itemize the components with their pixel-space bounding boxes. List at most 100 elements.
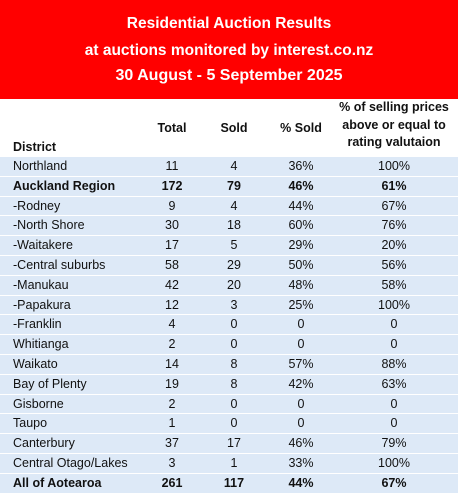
table-row: -North Shore 30 18 60% 76% bbox=[0, 216, 458, 237]
pct-sold-cell: 0 bbox=[297, 416, 305, 431]
table-row-total: All of Aotearoa 261 117 44% 67% bbox=[0, 473, 458, 494]
rating-cell: 0 bbox=[390, 337, 398, 352]
pct-sold-cell: 0 bbox=[297, 337, 305, 352]
sold-cell: 79 bbox=[227, 178, 241, 193]
district-cell: -Manukau bbox=[13, 277, 69, 292]
district-cell: -Rodney bbox=[13, 198, 61, 213]
pct-sold-cell: 48% bbox=[288, 277, 314, 292]
table-row: Whitianga 2 0 0 0 bbox=[0, 335, 458, 355]
sold-cell: 1 bbox=[230, 455, 238, 470]
total-cell: 9 bbox=[168, 198, 176, 213]
district-cell: Waikato bbox=[13, 356, 58, 371]
pct-sold-cell: 44% bbox=[288, 475, 314, 490]
total-cell: 30 bbox=[165, 218, 179, 233]
rating-cell: 100% bbox=[378, 455, 410, 470]
district-cell: Auckland Region bbox=[13, 178, 116, 193]
district-cell: -Papakura bbox=[13, 297, 71, 312]
district-cell: Northland bbox=[13, 159, 68, 173]
header-sold: Sold bbox=[220, 121, 248, 135]
rating-cell: 0 bbox=[390, 317, 398, 332]
table-row: Auckland Region 172 79 46% 61% bbox=[0, 176, 458, 197]
district-cell: -Central suburbs bbox=[13, 257, 106, 272]
table-row: Bay of Plenty 19 8 42% 63% bbox=[0, 374, 458, 395]
rating-cell: 79% bbox=[381, 436, 407, 451]
title-line-2: at auctions monitored by interest.co.nz bbox=[84, 42, 374, 59]
rating-cell: 67% bbox=[381, 198, 407, 213]
sold-cell: 8 bbox=[230, 376, 238, 391]
district-cell: Gisborne bbox=[13, 396, 64, 411]
total-cell: 17 bbox=[165, 238, 179, 253]
district-cell: -Waitakere bbox=[13, 238, 73, 253]
pct-sold-cell: 29% bbox=[288, 238, 314, 253]
sold-cell: 8 bbox=[230, 356, 238, 371]
header-pct-sold: % Sold bbox=[280, 121, 322, 135]
total-cell: 2 bbox=[168, 337, 176, 352]
total-cell: 4 bbox=[168, 317, 176, 332]
table-row: Central Otago/Lakes 3 1 33% 100% bbox=[0, 453, 458, 474]
table-header: District Total Sold % Sold % of selling … bbox=[0, 99, 458, 157]
total-cell: 58 bbox=[165, 257, 179, 272]
rating-cell: 88% bbox=[381, 356, 407, 371]
rating-cell: 67% bbox=[381, 475, 407, 490]
pct-sold-cell: 36% bbox=[288, 159, 314, 173]
sold-cell: 0 bbox=[230, 396, 238, 411]
rating-cell: 100% bbox=[378, 297, 410, 312]
header-total: Total bbox=[157, 121, 187, 135]
header-district: District bbox=[13, 140, 57, 154]
table-row: Gisborne 2 0 0 0 bbox=[0, 394, 458, 415]
sold-cell: 17 bbox=[227, 436, 241, 451]
total-cell: 19 bbox=[165, 376, 179, 391]
rating-cell: 63% bbox=[381, 376, 407, 391]
total-cell: 37 bbox=[165, 436, 179, 451]
table-row: Northland 11 4 36% 100% bbox=[0, 157, 458, 177]
table-body: Northland 11 4 36% 100% Auckland Region … bbox=[0, 157, 458, 494]
rating-cell: 76% bbox=[381, 218, 407, 233]
total-cell: 12 bbox=[165, 297, 179, 312]
district-cell: All of Aotearoa bbox=[13, 475, 102, 490]
rating-cell: 0 bbox=[390, 416, 398, 431]
rating-cell: 58% bbox=[381, 277, 407, 292]
table-row: -Manukau 42 20 48% 58% bbox=[0, 275, 458, 296]
total-cell: 14 bbox=[165, 356, 179, 371]
rating-cell: 56% bbox=[381, 257, 407, 272]
total-cell: 3 bbox=[168, 455, 176, 470]
table-row: Waikato 14 8 57% 88% bbox=[0, 354, 458, 375]
pct-sold-cell: 0 bbox=[297, 317, 305, 332]
district-cell: Canterbury bbox=[13, 436, 75, 451]
sold-cell: 4 bbox=[230, 159, 238, 173]
results-table: District Total Sold % Sold % of selling … bbox=[0, 99, 458, 494]
district-cell: Central Otago/Lakes bbox=[13, 455, 128, 470]
header-rating-line-1: % of selling prices bbox=[339, 100, 449, 114]
sold-cell: 0 bbox=[230, 337, 238, 352]
table-row: Canterbury 37 17 46% 79% bbox=[0, 434, 458, 454]
rating-cell: 20% bbox=[381, 238, 407, 253]
sold-cell: 0 bbox=[230, 416, 238, 431]
pct-sold-cell: 0 bbox=[297, 396, 305, 411]
pct-sold-cell: 44% bbox=[288, 198, 314, 213]
total-cell: 42 bbox=[165, 277, 179, 292]
total-cell: 261 bbox=[161, 475, 183, 490]
sold-cell: 117 bbox=[223, 475, 245, 490]
sold-cell: 18 bbox=[227, 218, 241, 233]
pct-sold-cell: 57% bbox=[288, 356, 314, 371]
pct-sold-cell: 50% bbox=[288, 257, 314, 272]
table-row: -Central suburbs 58 29 50% 56% bbox=[0, 255, 458, 276]
pct-sold-cell: 33% bbox=[288, 455, 314, 470]
date-range: 30 August - 5 September 2025 bbox=[115, 67, 343, 84]
table-row: -Franklin 4 0 0 0 bbox=[0, 315, 458, 336]
district-cell: -North Shore bbox=[13, 218, 85, 233]
rating-cell: 100% bbox=[378, 159, 410, 173]
total-cell: 1 bbox=[168, 416, 176, 431]
pct-sold-cell: 60% bbox=[288, 218, 314, 233]
total-cell: 11 bbox=[165, 159, 179, 173]
pct-sold-cell: 46% bbox=[288, 178, 314, 193]
table-row: -Waitakere 17 5 29% 20% bbox=[0, 236, 458, 256]
rating-cell: 61% bbox=[381, 178, 407, 193]
sold-cell: 20 bbox=[227, 277, 241, 292]
title-line-1: Residential Auction Results bbox=[126, 15, 332, 32]
sold-cell: 0 bbox=[230, 317, 238, 332]
district-cell: Whitianga bbox=[13, 337, 69, 352]
pct-sold-cell: 25% bbox=[288, 297, 314, 312]
title-banner: Residential Auction Results at auctions … bbox=[0, 0, 458, 99]
sold-cell: 29 bbox=[227, 257, 241, 272]
